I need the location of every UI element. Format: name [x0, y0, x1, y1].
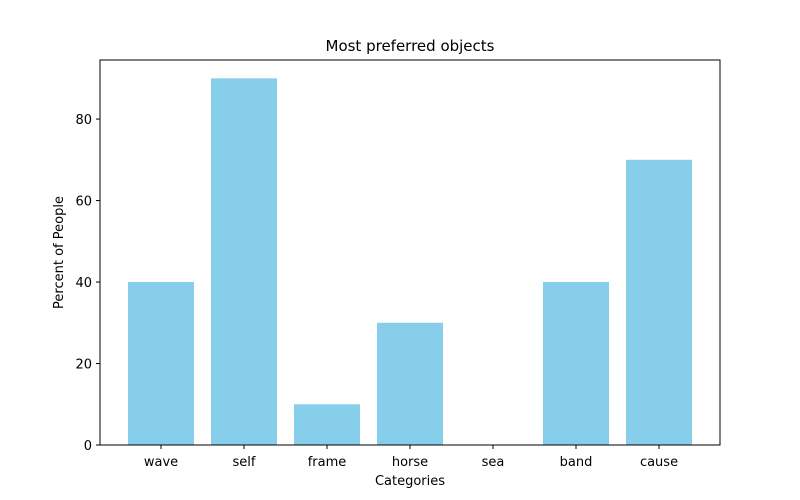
bar-frame: [294, 404, 360, 445]
x-axis-label: Categories: [375, 474, 445, 489]
bar-horse: [377, 322, 443, 445]
chart-title: Most preferred objects: [326, 37, 495, 55]
x-tick-label-sea: sea: [482, 455, 505, 470]
y-tick-label-20: 20: [75, 358, 92, 373]
y-axis-label: Percent of People: [52, 196, 67, 309]
ticks-layer: wave self frame horse sea band cause 0 20 40 60 80: [75, 113, 678, 470]
y-tick-label-0: 0: [84, 439, 92, 454]
bar-self: [211, 78, 277, 445]
y-tick-label-60: 60: [75, 195, 92, 210]
y-tick-label-40: 40: [75, 276, 92, 291]
y-tick-label-80: 80: [75, 113, 92, 128]
bars-layer: [128, 78, 692, 445]
x-tick-label-frame: frame: [308, 455, 347, 470]
x-tick-label-band: band: [560, 455, 593, 470]
x-tick-label-self: self: [233, 455, 256, 470]
bar-band: [543, 282, 609, 445]
x-tick-label-cause: cause: [640, 455, 678, 470]
bar-cause: [626, 159, 692, 445]
x-tick-label-horse: horse: [392, 455, 428, 470]
x-tick-label-wave: wave: [144, 455, 178, 470]
plot-frame: [99, 59, 721, 446]
bar-wave: [128, 282, 194, 445]
